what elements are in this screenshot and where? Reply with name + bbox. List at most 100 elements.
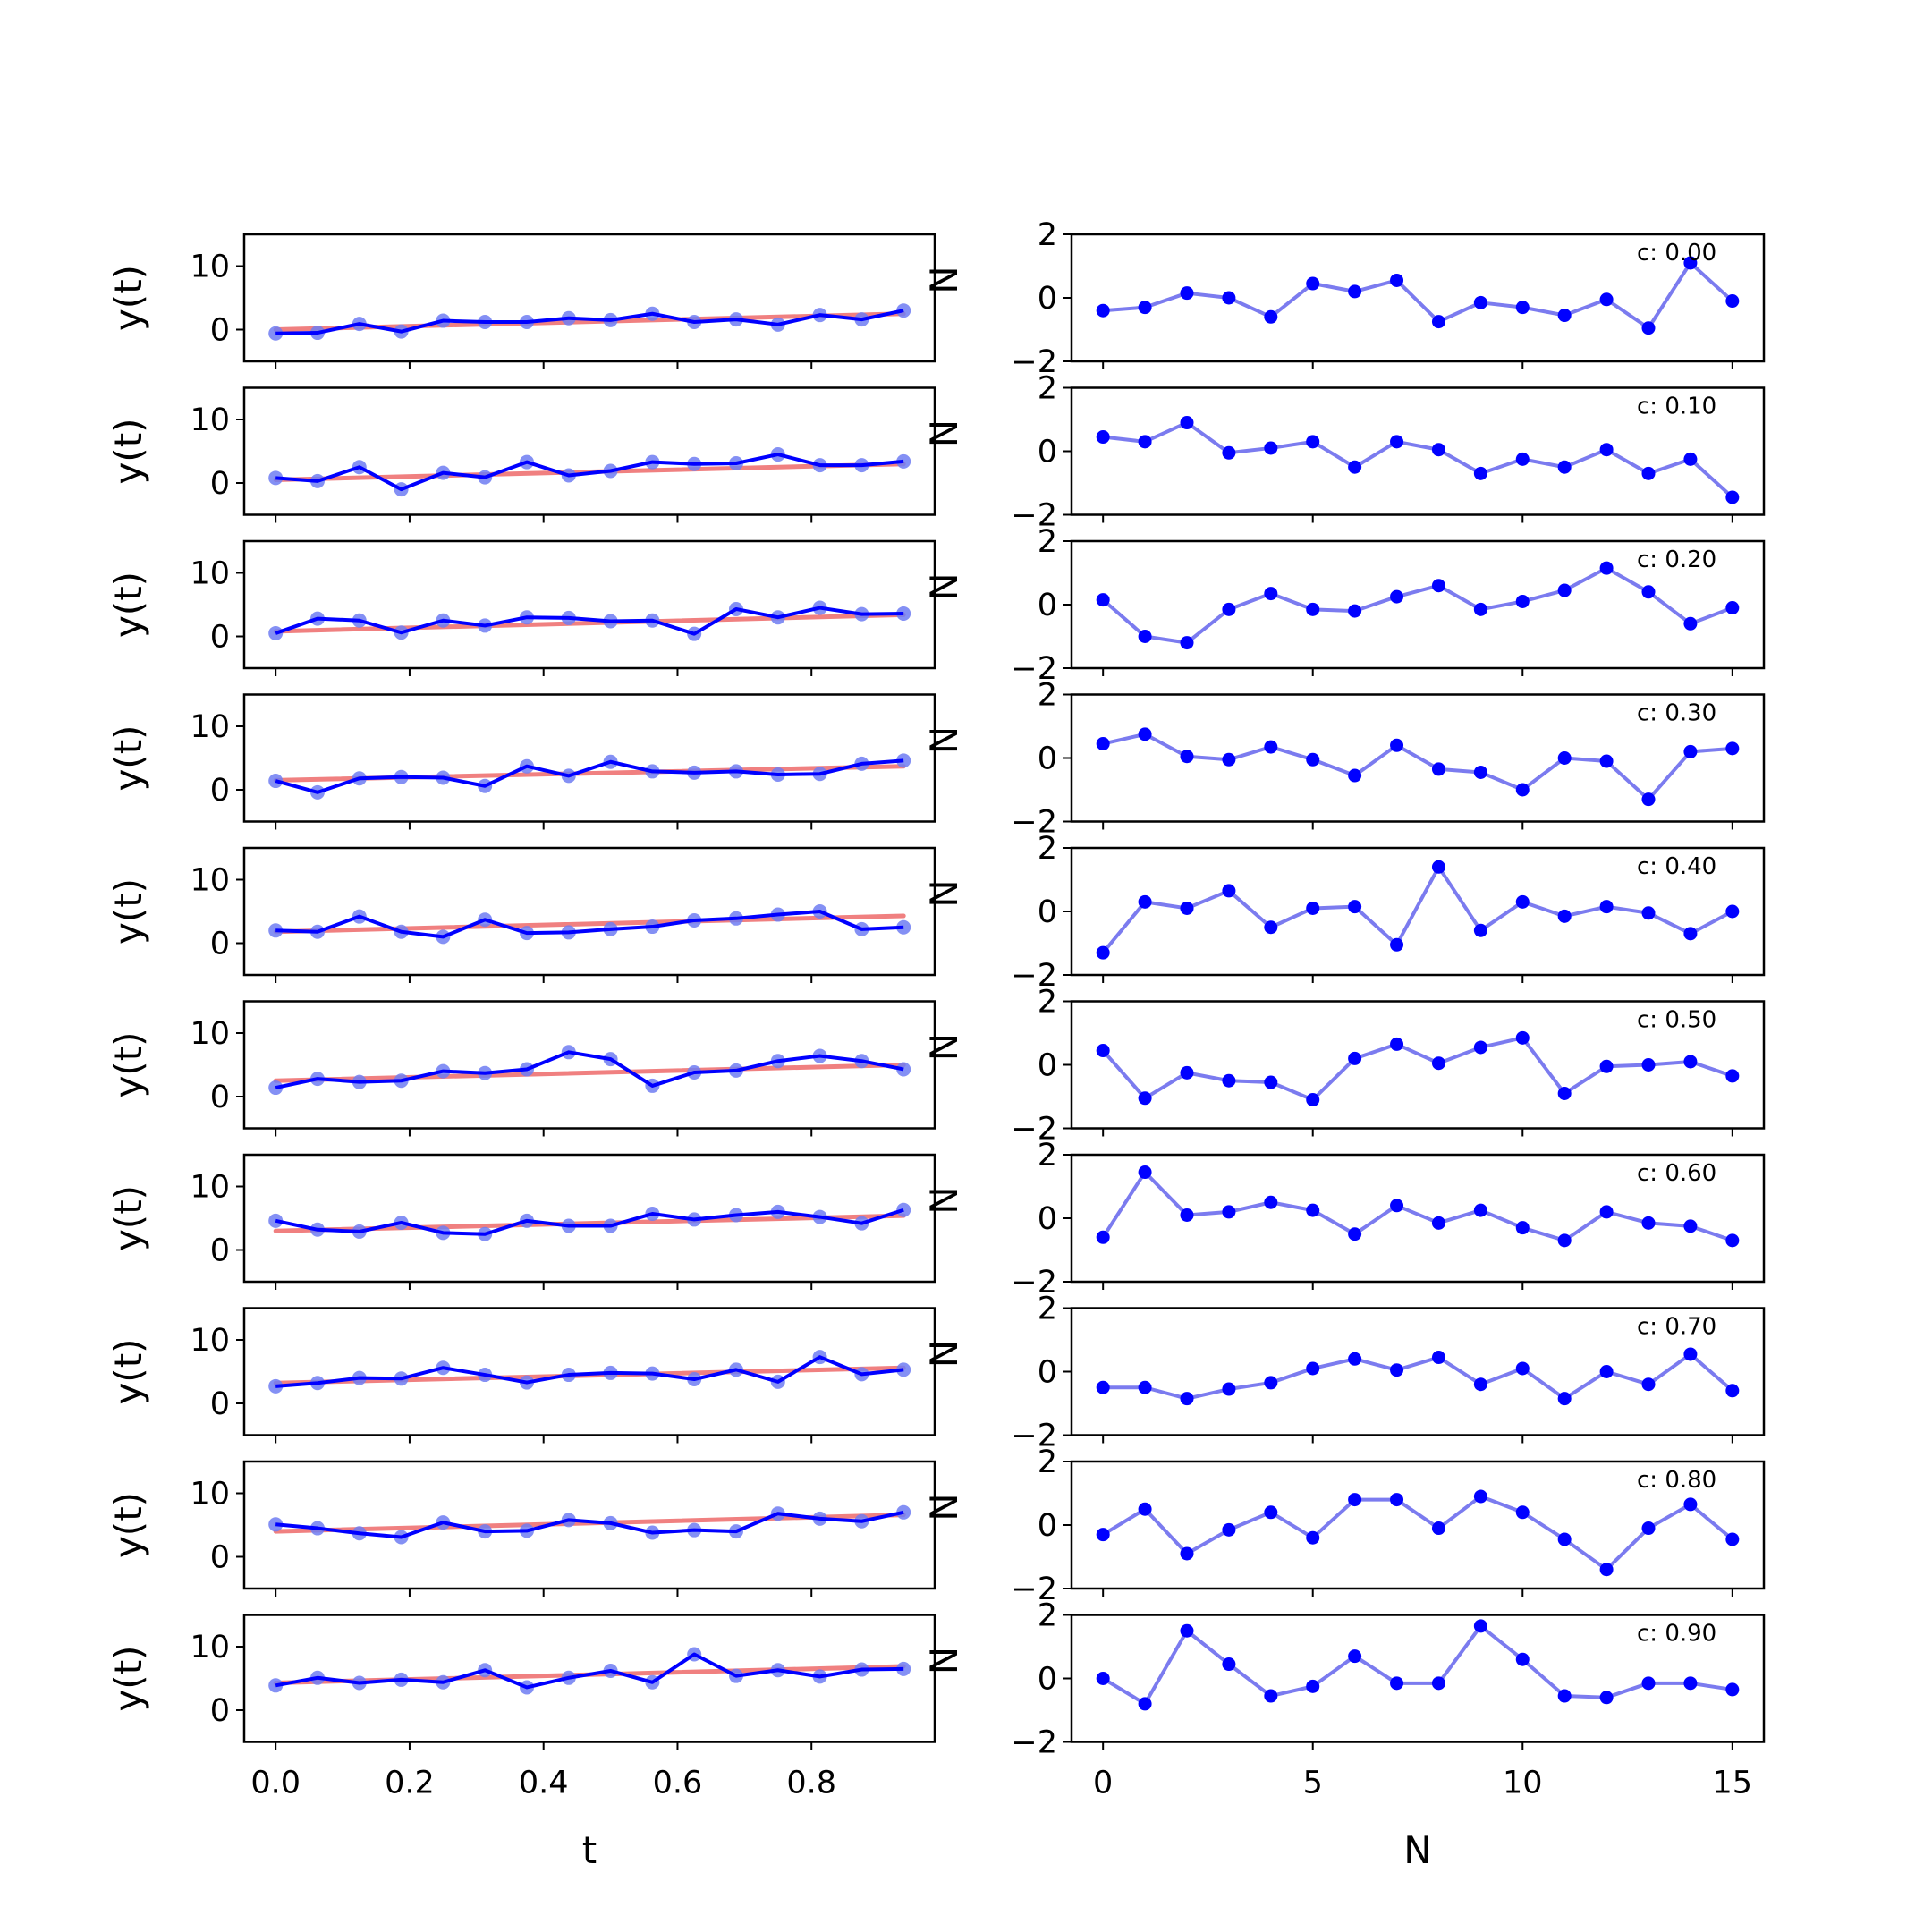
left-axes-frame bbox=[242, 539, 936, 670]
series-point bbox=[1138, 301, 1152, 315]
correlation-annotation: c: 0.20 bbox=[1637, 547, 1716, 573]
y-axis-label: y(t) bbox=[106, 572, 150, 638]
y-tick-label: 2 bbox=[1038, 1598, 1057, 1634]
observed-point bbox=[896, 1661, 911, 1676]
series-point bbox=[1096, 430, 1110, 445]
series-point bbox=[1599, 754, 1614, 768]
cut-off-label: N bbox=[922, 1033, 966, 1061]
x-tick-label: 15 bbox=[1713, 1766, 1753, 1801]
series-point bbox=[1180, 1208, 1194, 1222]
series-point bbox=[1683, 256, 1698, 270]
series-point bbox=[1222, 445, 1236, 460]
y-tick-label: 2 bbox=[1038, 524, 1057, 560]
y-tick-label: 0 bbox=[1038, 1048, 1057, 1084]
series-point bbox=[1264, 1075, 1278, 1089]
series-point bbox=[1725, 1532, 1740, 1546]
series-point bbox=[1599, 443, 1614, 457]
left-axes-frame bbox=[242, 386, 936, 516]
series-point bbox=[1557, 583, 1572, 597]
series-point bbox=[1096, 1672, 1110, 1685]
series-point bbox=[1264, 441, 1278, 455]
series-line bbox=[1101, 865, 1733, 954]
series-point bbox=[1096, 1044, 1110, 1058]
series-line bbox=[1103, 1352, 1734, 1401]
series-point bbox=[1599, 292, 1614, 307]
y-tick-label: −2 bbox=[1011, 958, 1057, 994]
y-tick-label: −2 bbox=[1011, 1419, 1057, 1454]
observed-line bbox=[275, 1355, 904, 1388]
y-axis-label: y(t) bbox=[106, 1492, 150, 1558]
series-point bbox=[1473, 765, 1487, 779]
series-point bbox=[1348, 1227, 1362, 1241]
observed-line bbox=[275, 910, 904, 939]
series-point bbox=[1390, 1363, 1404, 1377]
correlation-annotation: c: 0.50 bbox=[1637, 1007, 1716, 1034]
series-point bbox=[1641, 792, 1656, 807]
y-tick-label: 10 bbox=[190, 1323, 230, 1359]
series-point bbox=[1557, 309, 1572, 323]
series-point bbox=[1306, 435, 1320, 449]
y-tick-label: 10 bbox=[190, 1170, 230, 1206]
series-point bbox=[1222, 602, 1236, 616]
observed-line bbox=[275, 1510, 904, 1539]
series-point bbox=[1725, 741, 1740, 756]
x-tick-label: 5 bbox=[1303, 1766, 1323, 1801]
series-point bbox=[1222, 1657, 1236, 1672]
y-tick-label: 2 bbox=[1038, 371, 1057, 407]
series-point bbox=[1348, 284, 1362, 299]
series-point bbox=[1390, 1199, 1404, 1213]
cut-off-label: N bbox=[922, 1186, 966, 1214]
left-panel-8: 0 10 y(t) N bbox=[106, 1460, 966, 1597]
y-axis-label: y(t) bbox=[106, 418, 150, 484]
series-point bbox=[1348, 1352, 1362, 1366]
observed-point bbox=[896, 1062, 911, 1077]
observed-line bbox=[275, 1050, 904, 1090]
cut-off-label: N bbox=[922, 572, 966, 600]
y-tick-label: 10 bbox=[190, 402, 230, 438]
series-point bbox=[1515, 1361, 1530, 1376]
left-axes-frame bbox=[242, 233, 936, 363]
y-tick-label: 10 bbox=[190, 1477, 230, 1513]
left-column-panels: 0 10 y(t) N 0 10 y(t) N 0 10 y(t) N 0 10 y(t) N 0 10 y(t) N… bbox=[106, 233, 966, 1801]
right-panel-8: −2 0 2 c: 0.80 bbox=[1011, 1445, 1766, 1607]
series-point bbox=[1557, 460, 1572, 474]
series-point bbox=[1222, 884, 1236, 898]
y-tick-label: 0 bbox=[1038, 281, 1057, 317]
series-point bbox=[1138, 1697, 1152, 1711]
right-column-panels: −2 0 2 c: 0.00 −2 0 2 c: 0.10 −2 0 2 c: 0.20 −2 0 2 c: … bbox=[1011, 217, 1766, 1801]
series-point bbox=[1515, 1652, 1530, 1666]
series-point bbox=[1222, 1073, 1236, 1088]
series-line bbox=[1102, 732, 1733, 801]
series-point bbox=[1431, 1056, 1445, 1071]
series-point bbox=[1138, 1091, 1152, 1106]
correlation-annotation: c: 0.40 bbox=[1637, 853, 1716, 880]
y-tick-label: −2 bbox=[1011, 1265, 1057, 1301]
series-point bbox=[1473, 602, 1487, 616]
fit-line bbox=[273, 1063, 906, 1083]
series-point bbox=[1348, 1493, 1362, 1507]
series-point bbox=[1264, 1689, 1278, 1703]
series-point bbox=[1306, 1093, 1320, 1107]
series-point bbox=[1431, 315, 1445, 329]
series-point bbox=[1264, 1376, 1278, 1390]
left-panel-7: 0 10 y(t) N bbox=[106, 1307, 966, 1444]
y-tick-label: 0 bbox=[1038, 894, 1057, 930]
series-point bbox=[1473, 466, 1487, 480]
left-axes-frame bbox=[242, 1153, 936, 1284]
series-point bbox=[1683, 1676, 1698, 1690]
series-point bbox=[1515, 1030, 1530, 1045]
series-point bbox=[1390, 273, 1404, 287]
series-point bbox=[1431, 1351, 1445, 1365]
left-panel-3: 0 10 y(t) N bbox=[106, 693, 966, 830]
series-point bbox=[1096, 1528, 1110, 1542]
series-point bbox=[1725, 1384, 1740, 1398]
y-tick-label: −2 bbox=[1011, 651, 1057, 687]
y-tick-label: 0 bbox=[1038, 435, 1057, 470]
left-x-axis-label: t bbox=[582, 1828, 597, 1872]
y-tick-label: 10 bbox=[190, 250, 230, 285]
series-line bbox=[1103, 260, 1734, 330]
series-point bbox=[1431, 1676, 1445, 1690]
left-axes-frame bbox=[242, 1307, 936, 1436]
series-point bbox=[1431, 579, 1445, 593]
observed-point bbox=[896, 1362, 911, 1377]
